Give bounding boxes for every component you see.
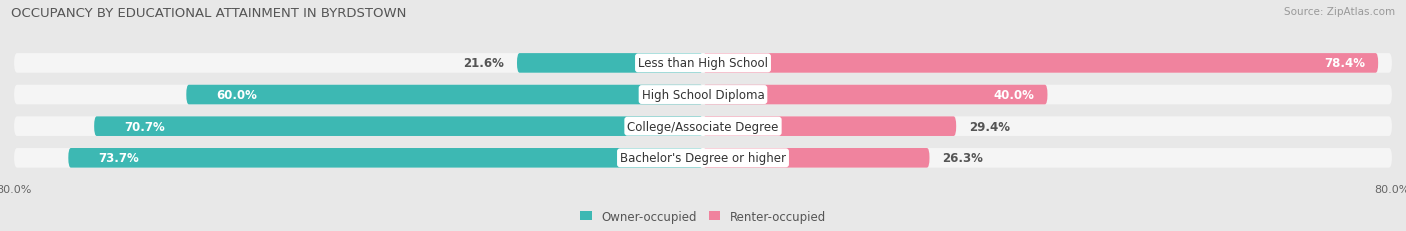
Text: 60.0%: 60.0%	[217, 89, 257, 102]
Text: 78.4%: 78.4%	[1324, 57, 1365, 70]
FancyBboxPatch shape	[94, 117, 703, 136]
FancyBboxPatch shape	[703, 54, 1378, 73]
Text: Less than High School: Less than High School	[638, 57, 768, 70]
FancyBboxPatch shape	[14, 54, 1392, 73]
Text: 73.7%: 73.7%	[98, 152, 139, 165]
Text: 40.0%: 40.0%	[994, 89, 1035, 102]
Text: College/Associate Degree: College/Associate Degree	[627, 120, 779, 133]
Text: 29.4%: 29.4%	[969, 120, 1010, 133]
FancyBboxPatch shape	[69, 148, 703, 168]
FancyBboxPatch shape	[14, 117, 1392, 136]
Text: High School Diploma: High School Diploma	[641, 89, 765, 102]
FancyBboxPatch shape	[186, 85, 703, 105]
Text: OCCUPANCY BY EDUCATIONAL ATTAINMENT IN BYRDSTOWN: OCCUPANCY BY EDUCATIONAL ATTAINMENT IN B…	[11, 7, 406, 20]
FancyBboxPatch shape	[517, 54, 703, 73]
Text: Bachelor's Degree or higher: Bachelor's Degree or higher	[620, 152, 786, 165]
FancyBboxPatch shape	[14, 148, 1392, 168]
FancyBboxPatch shape	[703, 117, 956, 136]
FancyBboxPatch shape	[14, 85, 1392, 105]
Text: 70.7%: 70.7%	[124, 120, 165, 133]
Text: Source: ZipAtlas.com: Source: ZipAtlas.com	[1284, 7, 1395, 17]
FancyBboxPatch shape	[703, 148, 929, 168]
FancyBboxPatch shape	[703, 85, 1047, 105]
Legend: Owner-occupied, Renter-occupied: Owner-occupied, Renter-occupied	[579, 210, 827, 223]
Text: 26.3%: 26.3%	[942, 152, 983, 165]
Text: 21.6%: 21.6%	[463, 57, 505, 70]
